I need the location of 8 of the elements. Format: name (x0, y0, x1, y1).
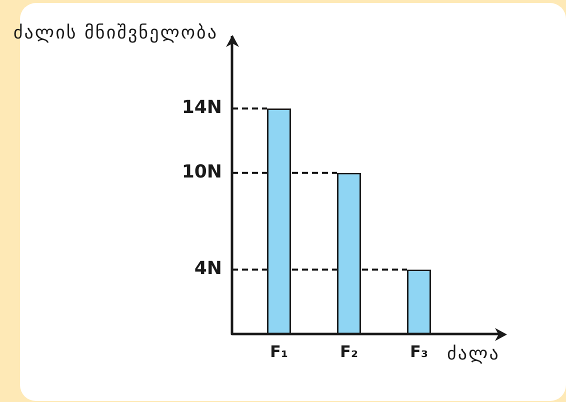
y-tick-label: 14N (182, 97, 222, 118)
x-tick-label: F₃ (410, 342, 428, 361)
y-tick-label: 10N (182, 162, 222, 183)
y-axis-title: ძალის მნიშვნელობა (13, 22, 218, 44)
y-tick-label: 4N (194, 258, 222, 280)
x-tick-label: F₂ (340, 342, 358, 361)
x-tick-label: F₁ (270, 342, 288, 361)
x-axis-title: ძალა (447, 344, 500, 365)
